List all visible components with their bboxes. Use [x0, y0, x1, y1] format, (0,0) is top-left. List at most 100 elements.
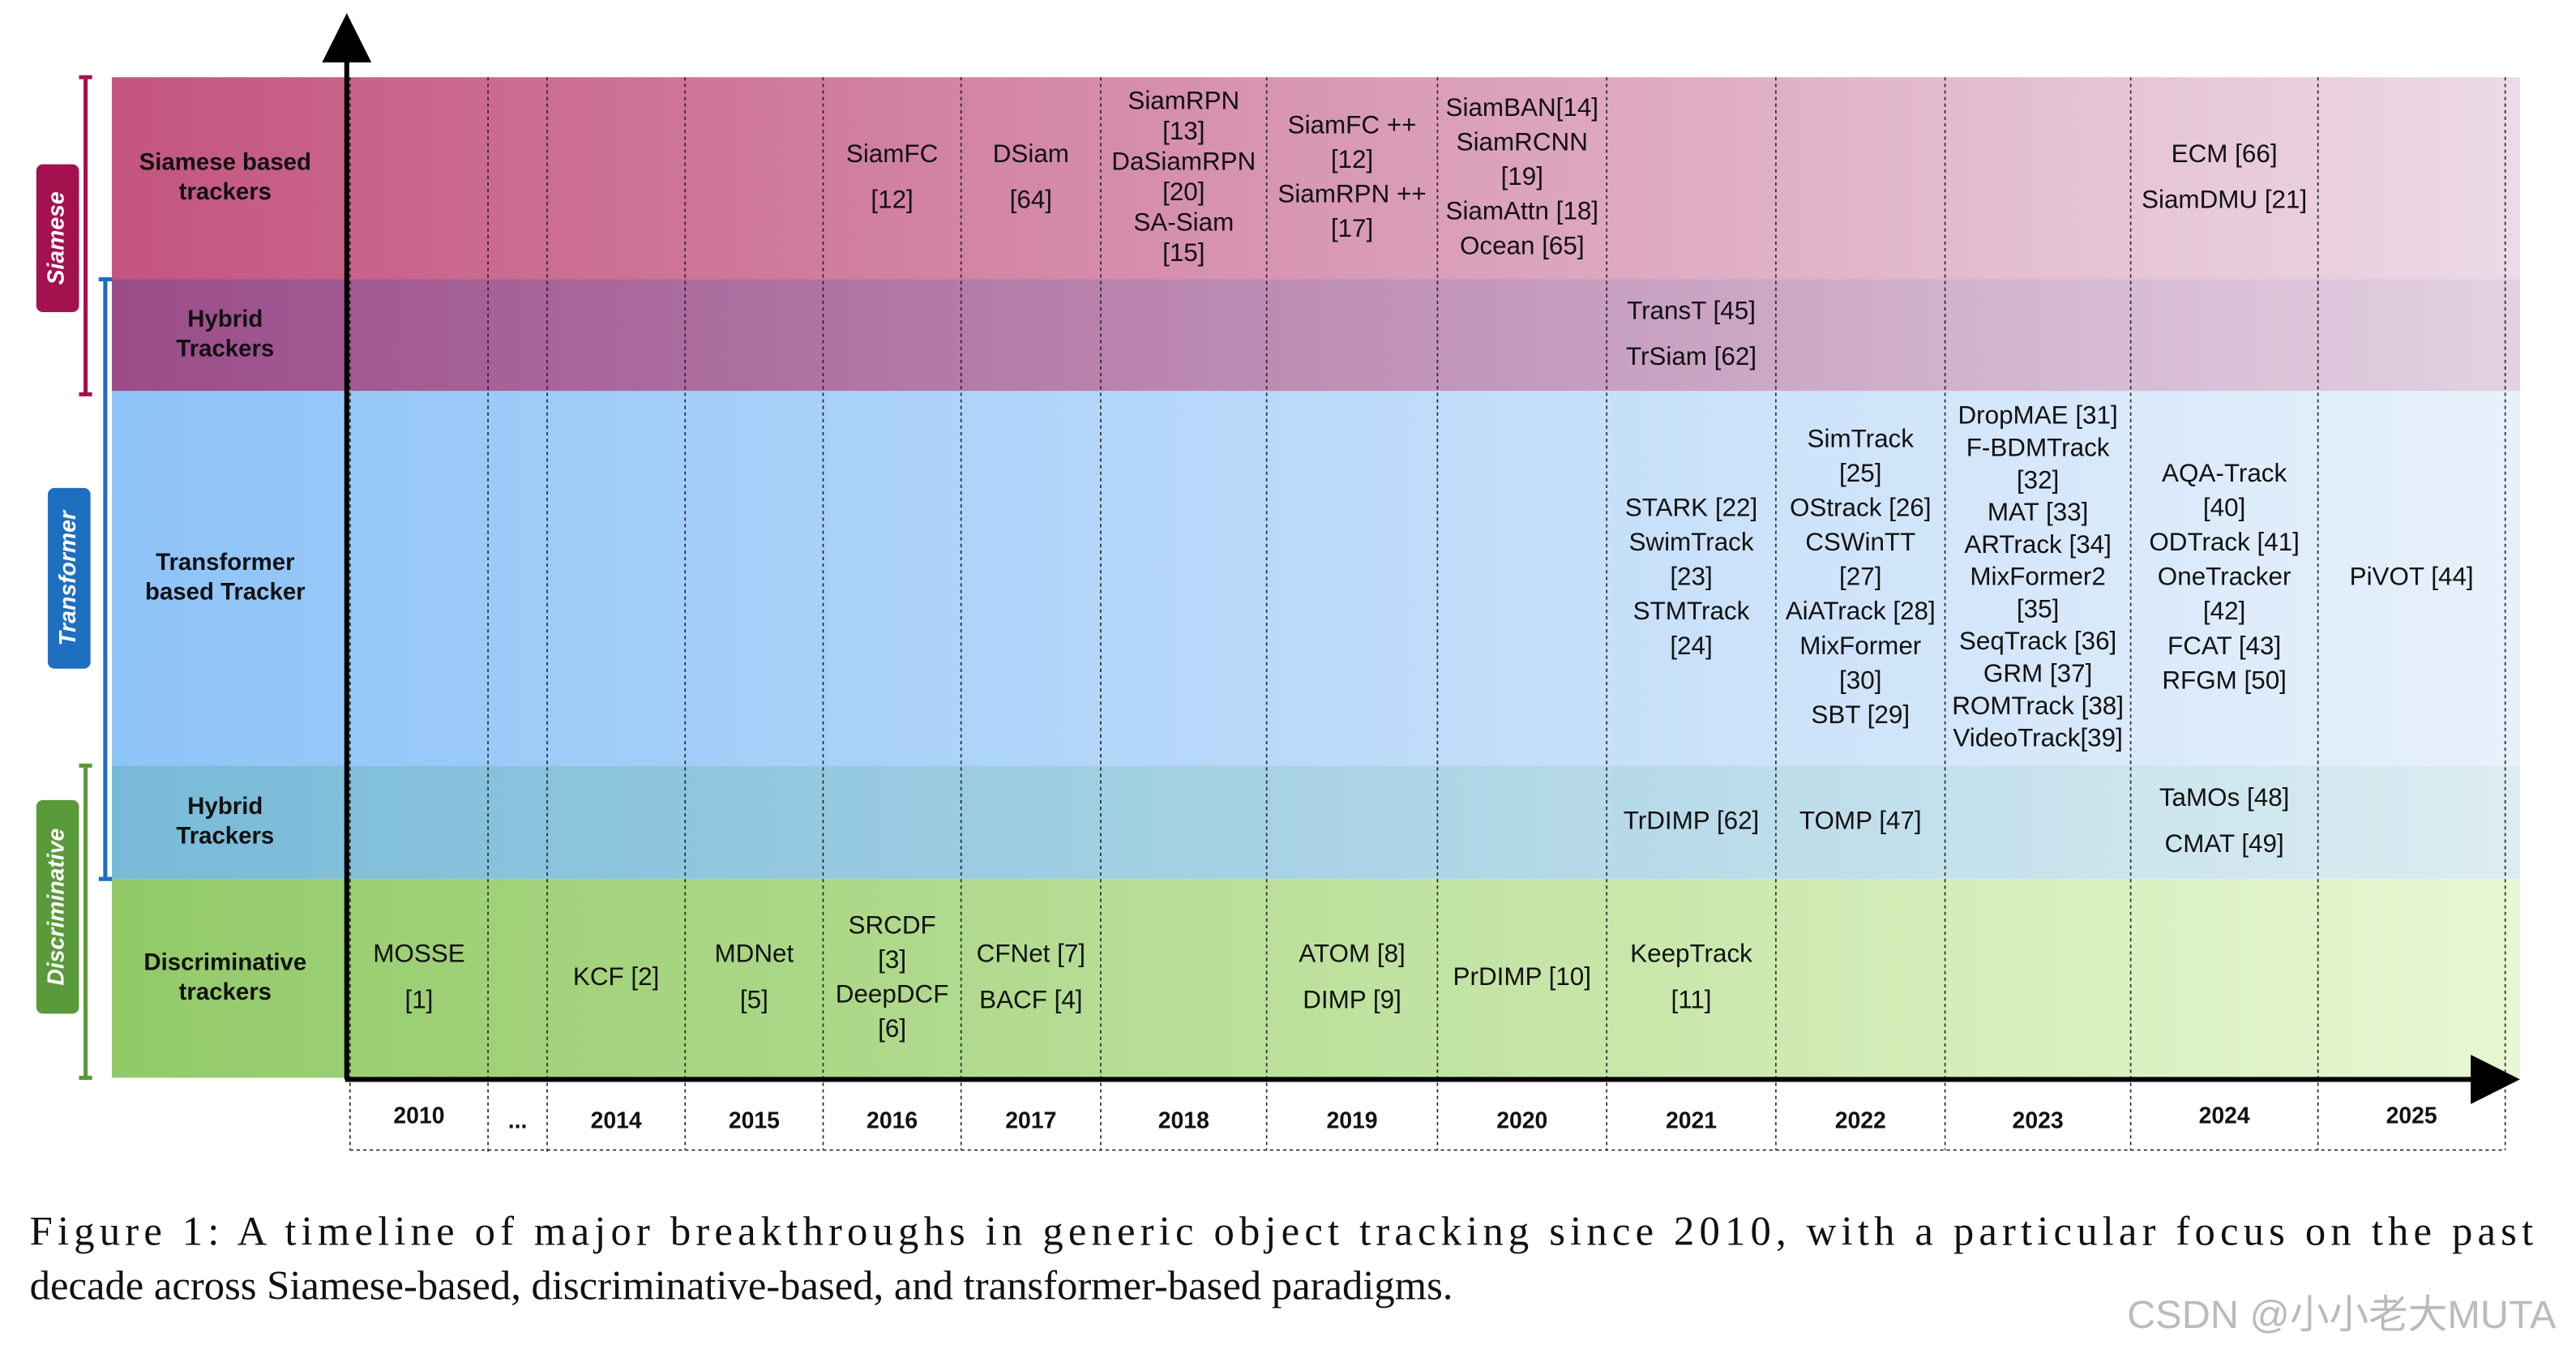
tracker-entry: VideoTrack[39] [1953, 724, 2123, 752]
tracker-entry: OneTracker [2158, 563, 2291, 591]
tracker-entry: [15] [1162, 238, 1205, 267]
tracker-entry: [64] [1010, 186, 1052, 214]
year-label: 2022 [1835, 1108, 1886, 1134]
tracker-entry: DaSiamRPN [1111, 147, 1256, 175]
tracker-entry: MOSSE [373, 940, 464, 968]
tracker-entry: SeqTrack [36] [1959, 627, 2116, 655]
tracker-entry: SimTrack [1808, 424, 1915, 452]
group-label: Discriminative [44, 829, 70, 986]
group-label: Siamese [44, 191, 70, 285]
tracker-entry: TrSiam [62] [1626, 342, 1757, 370]
tracker-entry: KCF [2] [573, 962, 659, 991]
tracker-entry: [12] [871, 186, 913, 214]
year-label: 2021 [1666, 1108, 1717, 1134]
tracker-entry: GRM [37] [1983, 659, 2092, 687]
tracker-entry: KeepTrack [1630, 940, 1752, 968]
tracker-entry: CSWinTT [1805, 528, 1915, 556]
tracker-entry: SiamFC ++ [1288, 110, 1417, 139]
tracker-entry: MixFormer [1799, 632, 1921, 660]
tracker-entry: [25] [1839, 459, 1881, 487]
tracker-entry: [32] [2017, 465, 2059, 494]
tracker-entry: DSiam [993, 139, 1069, 168]
tracker-entry: ARTrack [34] [1964, 530, 2112, 559]
tracker-entry: PiVOT [44] [2350, 563, 2474, 591]
row-band [111, 879, 2520, 1078]
tracker-entry: SiamRPN [1128, 86, 1239, 114]
row-band [111, 765, 2520, 880]
row-label: Trackers [176, 822, 274, 849]
tracker-entry: AiATrack [28] [1786, 597, 1936, 625]
year-label: 2014 [591, 1108, 642, 1134]
tracker-entry: [13] [1162, 117, 1205, 145]
tracker-entry: [17] [1331, 214, 1373, 242]
group-tag [47, 487, 91, 669]
year-label: 2015 [729, 1108, 780, 1134]
year-label: 2016 [867, 1108, 918, 1134]
year-label: 2017 [1005, 1108, 1056, 1134]
tracker-entry: SiamBAN[14] [1446, 93, 1599, 122]
tracker-entry: MAT [33] [1988, 498, 2089, 526]
tracker-entry: SRCDF [849, 910, 936, 939]
tracker-entry: BACF [4] [979, 985, 1082, 1013]
tracker-entry: SiamAttn [18] [1446, 197, 1599, 225]
group-tag [36, 164, 79, 313]
row-label: Transformer [156, 549, 294, 576]
row-label: Hybrid [187, 793, 263, 820]
row-label: based Tracker [145, 578, 306, 605]
year-label: ... [508, 1108, 528, 1134]
tracker-entry: [23] [1670, 563, 1712, 591]
tracker-entry: ECM [66] [2172, 139, 2278, 168]
tracker-entry: SBT [29] [1811, 700, 1910, 729]
watermark: CSDN @小小老大MUTA [2127, 1293, 2557, 1337]
tracker-entry: RFGM [50] [2162, 666, 2287, 694]
tracker-entry: STARK [22] [1625, 494, 1758, 522]
tracker-entry: SiamDMU [21] [2142, 186, 2307, 214]
tracker-entry: [19] [1501, 162, 1543, 191]
tracker-entry: [30] [1839, 666, 1881, 694]
year-label: 2010 [393, 1103, 444, 1129]
tracker-entry: ODTrack [41] [2149, 528, 2300, 556]
caption-line: Figure 1: A timeline of major breakthrou… [30, 1209, 2533, 1254]
year-label: 2023 [2013, 1108, 2064, 1134]
row-label: trackers [179, 979, 272, 1005]
tracker-entry: SiamRPN ++ [1277, 179, 1426, 208]
tracker-entry: DeepDCF [836, 979, 949, 1008]
row-band [111, 77, 2520, 280]
tracker-entry: CFNet [7] [977, 940, 1085, 968]
tracker-entry: DIMP [9] [1303, 985, 1401, 1013]
year-label: 2024 [2199, 1103, 2250, 1129]
row-label: trackers [179, 178, 272, 205]
year-label: 2018 [1158, 1108, 1209, 1134]
tracker-entry: DropMAE [31] [1958, 401, 2117, 430]
tracker-entry: SA-Siam [1133, 208, 1234, 236]
tracker-entry: [12] [1331, 145, 1373, 173]
group-label: Transformer [55, 509, 81, 646]
tracker-entry: [24] [1670, 632, 1712, 660]
tracker-entry: TOMP [47] [1799, 807, 1922, 835]
tracker-entry: FCAT [43] [2167, 632, 2281, 660]
tracker-entry: F-BDMTrack [1966, 433, 2110, 461]
tracker-entry: ATOM [8] [1299, 940, 1405, 968]
row-label: Trackers [176, 335, 274, 362]
year-label: 2025 [2386, 1103, 2437, 1129]
tracker-entry: TransT [45] [1627, 296, 1756, 324]
tracker-entry: [5] [740, 985, 768, 1013]
tracker-entry: [1] [405, 985, 434, 1013]
tracker-entry: Ocean [65] [1460, 231, 1585, 259]
tracker-entry: [35] [2017, 594, 2059, 623]
tracker-entry: [27] [1839, 563, 1881, 591]
row-band [111, 279, 2520, 392]
tracker-entry: [3] [878, 945, 906, 974]
year-label: 2019 [1326, 1108, 1377, 1134]
tracker-entry: PrDIMP [10] [1453, 962, 1591, 991]
group-tag [36, 799, 79, 1014]
tracker-entry: [20] [1162, 178, 1205, 206]
row-label: Hybrid [187, 306, 263, 332]
tracker-entry: AQA-Track [2162, 459, 2287, 487]
tracker-entry: [6] [878, 1014, 906, 1043]
tracker-entry: [11] [1671, 985, 1711, 1013]
tracker-entry: STMTrack [1633, 597, 1750, 625]
tracker-entry: OStrack [26] [1790, 494, 1932, 522]
tracker-entry: MDNet [715, 940, 794, 968]
